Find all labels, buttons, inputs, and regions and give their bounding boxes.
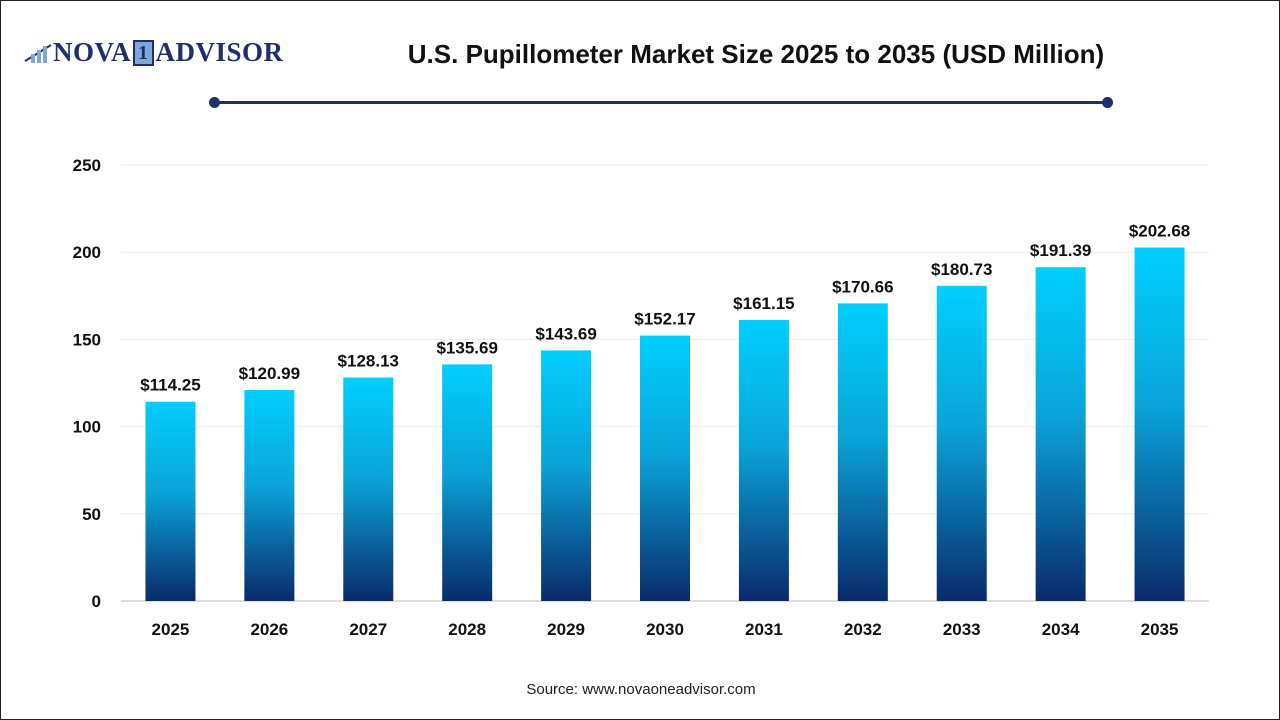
bar <box>244 389 295 601</box>
y-tick-label: 50 <box>82 505 101 524</box>
bar-chart-logo-icon <box>24 43 52 63</box>
source-note: Source: www.novaoneadvisor.com <box>526 681 756 698</box>
bar <box>442 364 493 601</box>
divider-dot-left <box>209 97 220 108</box>
logo-text-advisor: ADVISOR <box>155 37 284 67</box>
logo-text-one: 1 <box>133 39 154 66</box>
data-label: $120.99 <box>239 364 300 383</box>
bar <box>936 285 987 601</box>
data-label: $180.73 <box>931 260 992 279</box>
y-tick-label: 250 <box>73 156 101 175</box>
x-tick-label: 2029 <box>547 620 585 639</box>
logo: NOVA 1 ADVISOR <box>23 37 284 68</box>
bar <box>541 350 592 601</box>
x-tick-label: 2032 <box>844 620 882 639</box>
bar <box>1035 267 1086 601</box>
data-label: $202.68 <box>1129 222 1190 241</box>
x-tick-label: 2033 <box>943 620 981 639</box>
y-tick-label: 0 <box>92 592 101 611</box>
bar <box>640 335 690 601</box>
data-label: $128.13 <box>338 352 399 371</box>
x-tick-label: 2035 <box>1141 620 1179 639</box>
bar <box>1134 247 1185 602</box>
y-tick-label: 200 <box>73 243 101 262</box>
data-label: $191.39 <box>1030 241 1091 260</box>
x-tick-label: 2027 <box>349 620 387 639</box>
x-tick-label: 2031 <box>745 620 783 639</box>
x-tick-label: 2030 <box>646 620 684 639</box>
data-label: $114.25 <box>140 376 201 395</box>
x-tick-label: 2034 <box>1042 620 1080 639</box>
x-tick-label: 2026 <box>250 620 288 639</box>
chart-title: U.S. Pupillometer Market Size 2025 to 20… <box>407 39 1105 69</box>
divider-dot-right <box>1102 97 1113 108</box>
bar <box>837 303 888 601</box>
data-label: $170.66 <box>832 277 893 296</box>
logo-text-nova: NOVA <box>53 37 132 67</box>
data-label: $161.15 <box>733 294 794 313</box>
bar <box>738 319 789 601</box>
data-label: $135.69 <box>436 338 497 357</box>
bar <box>145 401 196 601</box>
y-tick-label: 150 <box>73 330 101 349</box>
x-tick-label: 2028 <box>448 620 486 639</box>
data-label: $152.17 <box>634 310 695 329</box>
title-divider <box>214 101 1107 104</box>
bar <box>343 377 394 601</box>
y-tick-label: 100 <box>73 418 101 437</box>
x-tick-label: 2025 <box>152 620 190 639</box>
data-label: $143.69 <box>535 324 596 343</box>
